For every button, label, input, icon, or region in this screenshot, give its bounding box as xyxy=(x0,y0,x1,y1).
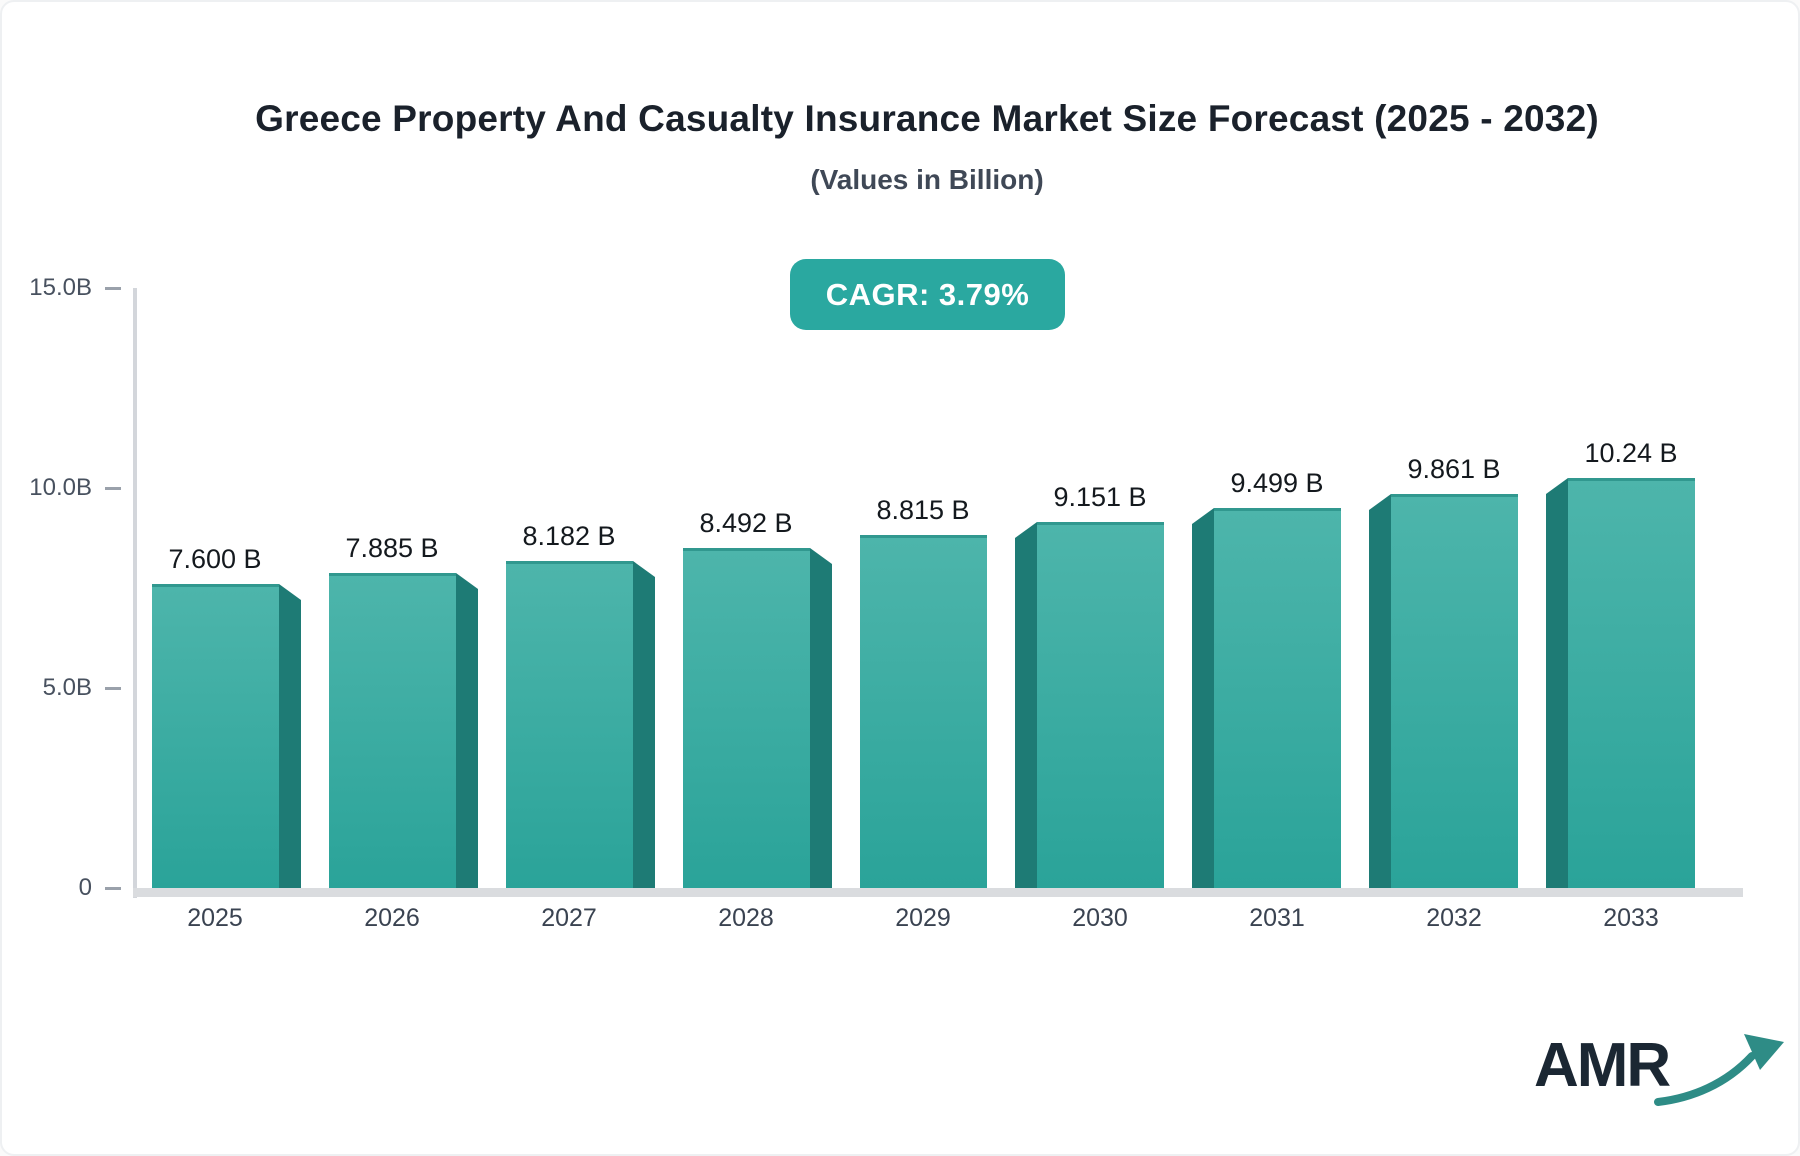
bar-side-face-2025 xyxy=(279,584,301,888)
y-tick-label-5.0B: 5.0B xyxy=(42,674,92,701)
y-tick-mark xyxy=(105,487,121,490)
bar-2029 xyxy=(860,535,987,888)
bar-value-label-2025: 7.600 B xyxy=(168,544,262,574)
y-tick-mark xyxy=(105,687,121,690)
bar-2025 xyxy=(152,584,279,888)
bar-side-face-2033 xyxy=(1546,478,1568,888)
bar-side-face-2028 xyxy=(810,548,832,888)
bar-2027 xyxy=(506,561,633,888)
bar-side-face-2032 xyxy=(1369,494,1391,888)
bar-value-label-2027: 8.182 B xyxy=(522,521,616,551)
chart-subtitle: (Values in Billion) xyxy=(810,164,1044,195)
y-tick-label-15.0B: 15.0B xyxy=(29,274,92,301)
bar-value-label-2032: 9.861 B xyxy=(1407,454,1501,484)
x-axis-label-2033: 2033 xyxy=(1603,904,1659,932)
bar-value-label-2033: 10.24 B xyxy=(1584,438,1678,468)
bar-side-face-2027 xyxy=(633,561,655,888)
y-tick-mark xyxy=(105,887,121,890)
bar-value-label-2030: 9.151 B xyxy=(1053,482,1147,512)
bar-side-face-2026 xyxy=(456,573,478,888)
x-axis-label-2026: 2026 xyxy=(364,904,420,932)
y-axis-line xyxy=(133,288,137,898)
y-tick-mark xyxy=(105,287,121,290)
growth-arrow-icon xyxy=(1654,1034,1784,1106)
bar-2030 xyxy=(1037,522,1164,888)
x-axis-baseline xyxy=(133,888,1743,897)
cagr-badge: CAGR: 3.79% xyxy=(790,259,1065,330)
bar-value-label-2026: 7.885 B xyxy=(345,533,439,563)
chart-title: Greece Property And Casualty Insurance M… xyxy=(255,98,1599,139)
bar-side-face-2030 xyxy=(1015,522,1037,888)
bar-value-label-2031: 9.499 B xyxy=(1230,468,1324,498)
bar-side-face-2031 xyxy=(1192,508,1214,888)
bar-value-label-2028: 8.492 B xyxy=(699,508,793,538)
x-axis-label-2029: 2029 xyxy=(895,904,951,932)
y-tick-label-10.0B: 10.0B xyxy=(29,474,92,501)
x-axis-label-2028: 2028 xyxy=(718,904,774,932)
bar-2032 xyxy=(1391,494,1518,888)
bar-2026 xyxy=(329,573,456,888)
bar-2033 xyxy=(1568,478,1695,888)
x-axis-label-2031: 2031 xyxy=(1249,904,1305,932)
bar-2028 xyxy=(683,548,810,888)
y-tick-label-0: 0 xyxy=(78,874,92,901)
bar-2031 xyxy=(1214,508,1341,888)
x-axis-label-2025: 2025 xyxy=(187,904,243,932)
x-axis-label-2027: 2027 xyxy=(541,904,597,932)
bar-value-label-2029: 8.815 B xyxy=(876,495,970,525)
brand-logo: AMR xyxy=(1534,1030,1784,1125)
cagr-badge-label: CAGR: 3.79% xyxy=(825,276,1030,312)
brand-logo-text: AMR xyxy=(1534,1031,1671,1100)
x-axis-label-2032: 2032 xyxy=(1426,904,1482,932)
x-axis-label-2030: 2030 xyxy=(1072,904,1128,932)
